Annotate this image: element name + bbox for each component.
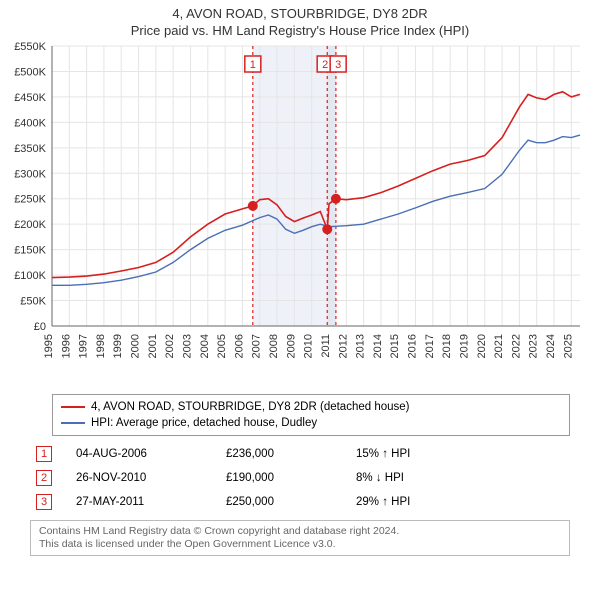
x-tick-label: 1997 — [78, 334, 90, 358]
x-tick-label: 2017 — [424, 334, 436, 358]
footnote: Contains HM Land Registry data © Crown c… — [30, 520, 570, 556]
x-tick-label: 1996 — [60, 334, 72, 358]
x-tick-label: 2014 — [372, 334, 384, 358]
y-tick-label: £400K — [14, 117, 46, 129]
x-tick-label: 2012 — [337, 334, 349, 358]
y-tick-label: £500K — [14, 66, 46, 78]
legend-swatch-hpi — [61, 422, 85, 424]
footnote-line: Contains HM Land Registry data © Crown c… — [39, 525, 561, 538]
y-tick-label: £0 — [34, 321, 46, 333]
sale-point — [322, 224, 332, 234]
sale-price: £236,000 — [220, 442, 350, 466]
sale-point — [248, 201, 258, 211]
sale-price: £250,000 — [220, 490, 350, 514]
x-tick-label: 2020 — [476, 334, 488, 358]
y-tick-label: £450K — [14, 92, 46, 104]
title-subtitle: Price paid vs. HM Land Registry's House … — [0, 23, 600, 38]
x-tick-label: 2019 — [458, 334, 470, 358]
x-tick-label: 2009 — [285, 334, 297, 358]
sale-date: 26-NOV-2010 — [70, 466, 220, 490]
sale-delta: 8% ↓ HPI — [350, 466, 570, 490]
y-tick-label: £200K — [14, 219, 46, 231]
chart-svg: £0 £50K £100K £150K £200K £250K £300K £350K £400… — [0, 40, 600, 385]
sale-number: 3 — [36, 494, 52, 510]
x-tick-label: 2006 — [233, 334, 245, 358]
y-tick-label: £50K — [20, 296, 46, 308]
x-tick-label: 2018 — [441, 334, 453, 358]
x-tick-label: 2001 — [147, 334, 159, 358]
sale-number: 1 — [36, 446, 52, 462]
x-tick-label: 2024 — [545, 334, 557, 358]
x-tick-label: 2011 — [320, 334, 332, 358]
x-tick-label: 2016 — [407, 334, 419, 358]
x-tick-label: 2008 — [268, 334, 280, 358]
legend-row: 4, AVON ROAD, STOURBRIDGE, DY8 2DR (deta… — [61, 399, 561, 415]
y-tick-label: £100K — [14, 270, 46, 282]
y-tick-label: £300K — [14, 168, 46, 180]
marker-label: 3 — [335, 59, 341, 71]
table-row: 2 26-NOV-2010 £190,000 8% ↓ HPI — [30, 466, 570, 490]
x-tick-label: 2004 — [199, 334, 211, 358]
x-tick-label: 2025 — [562, 334, 574, 358]
sale-price: £190,000 — [220, 466, 350, 490]
legend: 4, AVON ROAD, STOURBRIDGE, DY8 2DR (deta… — [52, 394, 570, 436]
sale-date: 27-MAY-2011 — [70, 490, 220, 514]
x-tick-label: 2010 — [303, 334, 315, 358]
chart-container: 4, AVON ROAD, STOURBRIDGE, DY8 2DR Price… — [0, 0, 600, 590]
marker-label: 1 — [250, 59, 256, 71]
x-tick-label: 2007 — [251, 334, 263, 358]
footnote-line: This data is licensed under the Open Gov… — [39, 538, 561, 551]
x-tick-label: 1998 — [95, 334, 107, 358]
y-tick-label: £150K — [14, 245, 46, 257]
table-row: 3 27-MAY-2011 £250,000 29% ↑ HPI — [30, 490, 570, 514]
x-tick-label: 2002 — [164, 334, 176, 358]
legend-swatch-property — [61, 406, 85, 408]
legend-label: 4, AVON ROAD, STOURBRIDGE, DY8 2DR (deta… — [91, 399, 410, 415]
x-tick-label: 1999 — [112, 334, 124, 358]
y-tick-label: £350K — [14, 143, 46, 155]
sale-delta: 29% ↑ HPI — [350, 490, 570, 514]
x-tick-label: 2000 — [130, 334, 142, 358]
x-tick-label: 1995 — [43, 334, 55, 358]
sales-table: 1 04-AUG-2006 £236,000 15% ↑ HPI 2 26-NO… — [30, 442, 570, 514]
sale-number: 2 — [36, 470, 52, 486]
title-block: 4, AVON ROAD, STOURBRIDGE, DY8 2DR Price… — [0, 0, 600, 40]
x-tick-label: 2003 — [181, 334, 193, 358]
x-tick-label: 2021 — [493, 334, 505, 358]
x-tick-label: 2023 — [528, 334, 540, 358]
table-row: 1 04-AUG-2006 £236,000 15% ↑ HPI — [30, 442, 570, 466]
chart: £0 £50K £100K £150K £200K £250K £300K £350K £400… — [0, 40, 600, 390]
y-tick-label: £250K — [14, 194, 46, 206]
legend-label: HPI: Average price, detached house, Dudl… — [91, 415, 317, 431]
sale-point — [331, 194, 341, 204]
marker-label: 2 — [322, 59, 328, 71]
x-tick-label: 2015 — [389, 334, 401, 358]
x-tick-label: 2013 — [355, 334, 367, 358]
x-tick-label: 2022 — [510, 334, 522, 358]
sale-delta: 15% ↑ HPI — [350, 442, 570, 466]
y-tick-label: £550K — [14, 41, 46, 53]
title-address: 4, AVON ROAD, STOURBRIDGE, DY8 2DR — [0, 6, 600, 21]
legend-row: HPI: Average price, detached house, Dudl… — [61, 415, 561, 431]
x-tick-label: 2005 — [216, 334, 228, 358]
sale-date: 04-AUG-2006 — [70, 442, 220, 466]
